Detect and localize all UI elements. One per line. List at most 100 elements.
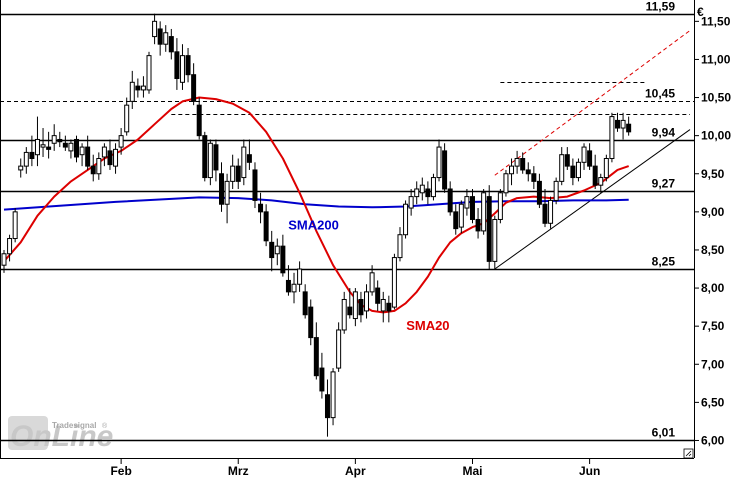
support-trend-line <box>494 129 691 270</box>
candle <box>436 139 442 182</box>
candle <box>358 291 364 323</box>
candle <box>442 143 448 193</box>
candle <box>168 28 174 60</box>
candle <box>503 169 509 197</box>
candle <box>230 154 236 189</box>
logo-badge <box>8 416 48 450</box>
candle <box>107 139 113 170</box>
level-label: 11,59 <box>646 0 676 14</box>
price-tick-label: 11,00 <box>701 52 731 66</box>
level-lines: 11,59 10,45 9,94 9,27 8,25 6,01 <box>0 0 694 442</box>
candle <box>280 234 286 277</box>
candle <box>297 261 303 292</box>
candle <box>40 128 46 157</box>
candle <box>536 173 542 209</box>
price-tick-label: 9,00 <box>701 205 725 219</box>
price-tick-label: 10,00 <box>701 129 731 143</box>
candle <box>23 147 29 174</box>
candle <box>12 208 18 243</box>
candle <box>587 143 593 170</box>
price-tick-label: 7,50 <box>701 319 725 333</box>
candle <box>34 116 40 167</box>
candle <box>308 299 314 346</box>
sma200-label: SMA200 <box>288 217 339 232</box>
candle <box>1 249 7 273</box>
candle <box>419 177 425 201</box>
candle <box>174 38 180 90</box>
candle <box>603 154 609 182</box>
resize-grip-icon[interactable] <box>683 448 694 459</box>
candle <box>74 135 80 163</box>
candle <box>497 188 503 224</box>
price-tick-label: 11,50 <box>701 14 731 28</box>
candle <box>252 162 258 209</box>
candle <box>397 227 403 262</box>
month-label: Feb <box>110 464 131 478</box>
candle <box>96 152 102 180</box>
candle <box>140 76 146 98</box>
candle <box>157 21 163 56</box>
candle <box>113 143 119 174</box>
price-tick-label: 6,00 <box>701 433 725 447</box>
candle <box>191 63 197 106</box>
candle <box>62 135 68 151</box>
candle <box>570 158 576 186</box>
candle <box>152 13 158 45</box>
candle <box>285 265 291 296</box>
candle <box>564 147 570 170</box>
logo-registered: ® <box>102 422 108 430</box>
candle <box>559 147 565 186</box>
level-label: 8,25 <box>652 255 676 269</box>
candle <box>57 131 63 148</box>
candles <box>1 13 632 437</box>
candle <box>581 143 587 170</box>
sma20-label: SMA20 <box>406 318 449 333</box>
candle <box>302 284 308 319</box>
price-tick-label: 8,50 <box>701 243 725 257</box>
candle <box>269 230 275 272</box>
trend-lines <box>494 30 691 270</box>
candle <box>202 131 208 182</box>
month-label: Apr <box>345 464 366 478</box>
candle <box>258 192 264 224</box>
candle <box>525 162 531 182</box>
candle <box>146 51 152 94</box>
candle <box>548 196 554 229</box>
candle <box>430 173 436 201</box>
candle <box>509 158 515 186</box>
candle <box>118 128 124 155</box>
candle <box>380 291 386 323</box>
candle <box>241 139 247 186</box>
candle <box>464 188 470 216</box>
candle <box>224 173 230 224</box>
candle <box>319 352 325 399</box>
level-label: 10,45 <box>645 87 675 101</box>
candle <box>246 139 252 170</box>
candle <box>369 265 375 296</box>
price-tick-label: 7,00 <box>701 357 725 371</box>
candle <box>219 162 225 212</box>
candle <box>408 188 414 216</box>
candle <box>626 116 632 136</box>
candle <box>614 112 620 132</box>
candle <box>553 177 559 205</box>
candle <box>609 112 615 163</box>
candle <box>336 322 342 372</box>
price-tick-label: 10,50 <box>701 91 731 105</box>
candle <box>414 181 420 205</box>
candle <box>486 185 492 270</box>
candle <box>79 143 85 167</box>
price-tick-label: 6,50 <box>701 395 725 409</box>
candle <box>598 173 604 193</box>
candle <box>469 188 475 224</box>
price-axis: 11,50 11,00 10,50 10,00 9,50 9,00 8,50 8,00 7,50… <box>694 0 731 458</box>
candle <box>213 139 219 182</box>
candle <box>29 135 35 167</box>
candle <box>481 188 487 235</box>
candle <box>542 188 548 228</box>
candle <box>51 124 57 151</box>
price-tick-label: 8,00 <box>701 281 725 295</box>
candle <box>347 288 353 319</box>
candle <box>135 78 141 98</box>
